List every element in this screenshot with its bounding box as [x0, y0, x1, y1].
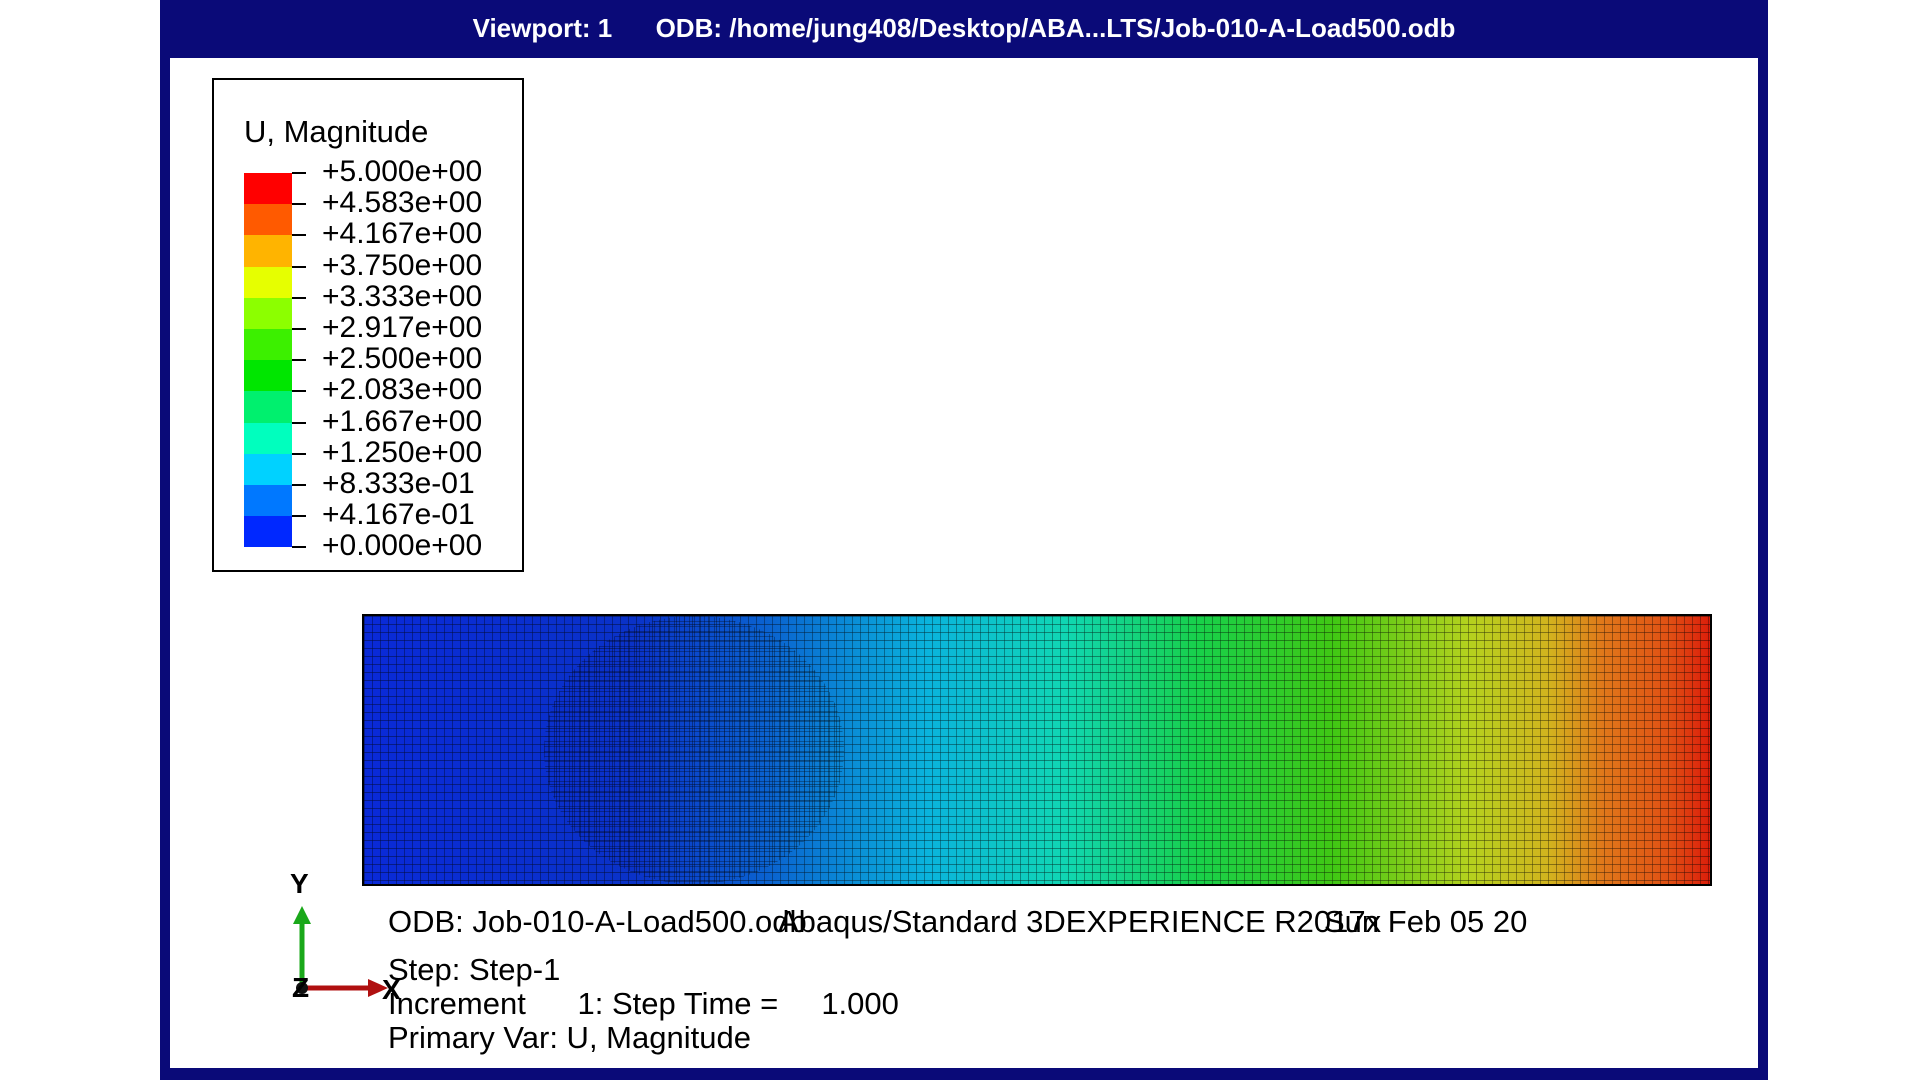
- mesh-svg: [364, 616, 1710, 884]
- axis-arrows-icon: [293, 906, 388, 997]
- legend-tick: [292, 515, 306, 518]
- legend-tick-label: +4.167e-01: [322, 498, 475, 532]
- axis-z-label: Z: [292, 972, 310, 1003]
- viewport-canvas[interactable]: U, Magnitude +5.000e+00 +4.583e+00 +4.167e…: [170, 58, 1758, 1068]
- legend-swatch: [244, 453, 292, 485]
- legend-swatch: [244, 516, 292, 548]
- legend-swatch: [244, 297, 292, 329]
- legend-tick-label: +2.917e+00: [322, 311, 483, 344]
- legend-tick: [292, 172, 306, 174]
- legend-tick: [292, 265, 306, 268]
- legend-tick-label: +2.500e+00: [322, 342, 483, 376]
- legend-title: U, Magnitude: [244, 114, 429, 149]
- legend-swatch: [244, 266, 292, 298]
- legend-swatch: [244, 422, 292, 454]
- legend-tick-label: +2.083e+00: [322, 373, 483, 407]
- date-info: Sun Feb 05 20: [1324, 904, 1528, 939]
- legend-tick-label: +5.000e+00: [322, 155, 483, 188]
- legend-tick: [292, 359, 306, 362]
- legend-swatch: [244, 484, 292, 517]
- legend-color-bar: [244, 173, 292, 548]
- legend-swatch: [244, 360, 292, 392]
- legend-tick-label: +4.167e+00: [322, 217, 483, 251]
- axis-x-label: X: [382, 974, 401, 1005]
- legend-tick: [292, 203, 306, 206]
- legend-tick-label: +1.250e+00: [322, 435, 483, 469]
- legend-tick-label: +0.000e+00: [322, 529, 483, 563]
- legend-tick-label: +3.750e+00: [322, 248, 483, 282]
- axis-y-label: Y: [290, 868, 309, 899]
- step-info: Step: Step-1: [388, 952, 561, 987]
- legend-tick-label: +1.667e+00: [322, 404, 483, 438]
- legend-swatch: [244, 173, 292, 205]
- legend-tick: [292, 328, 306, 330]
- solver-info: Abaqus/Standard 3DEXPERIENCE R2017x: [778, 904, 1382, 939]
- mesh-refined-zone: [544, 616, 844, 884]
- legend-tick-label: +4.583e+00: [322, 186, 483, 220]
- legend-tick: [292, 546, 306, 549]
- legend-tick: [292, 296, 306, 299]
- axis-triad: Y Z X: [280, 868, 401, 1008]
- increment-info: Increment 1: Step Time = 1.000: [388, 986, 899, 1021]
- viewport-title-bar: Viewport: 1 ODB: /home/jung408/Desktop/A…: [472, 12, 1456, 43]
- legend-tick-label: +3.333e+00: [322, 279, 483, 313]
- viewport-window[interactable]: Viewport: 1 ODB: /home/jung408/Desktop/A…: [160, 0, 1768, 1080]
- contour-plot-mesh[interactable]: [362, 614, 1712, 886]
- odb-info: ODB: Job-010-A-Load500.odb: [388, 904, 807, 939]
- primary-var-info: Primary Var: U, Magnitude: [388, 1020, 751, 1055]
- legend-swatch: [244, 204, 292, 236]
- legend-tick: [292, 452, 306, 455]
- legend-tick: [292, 234, 306, 237]
- legend-tick-label: +8.333e-01: [322, 467, 475, 500]
- legend-tick: [292, 390, 306, 393]
- legend-swatch: [244, 391, 292, 423]
- legend-swatch: [244, 235, 292, 267]
- legend-tick: [292, 421, 306, 424]
- contour-legend: U, Magnitude +5.000e+00 +4.583e+00 +4.167e…: [212, 78, 524, 572]
- legend-tick: [292, 484, 306, 486]
- legend-swatch: [244, 328, 292, 361]
